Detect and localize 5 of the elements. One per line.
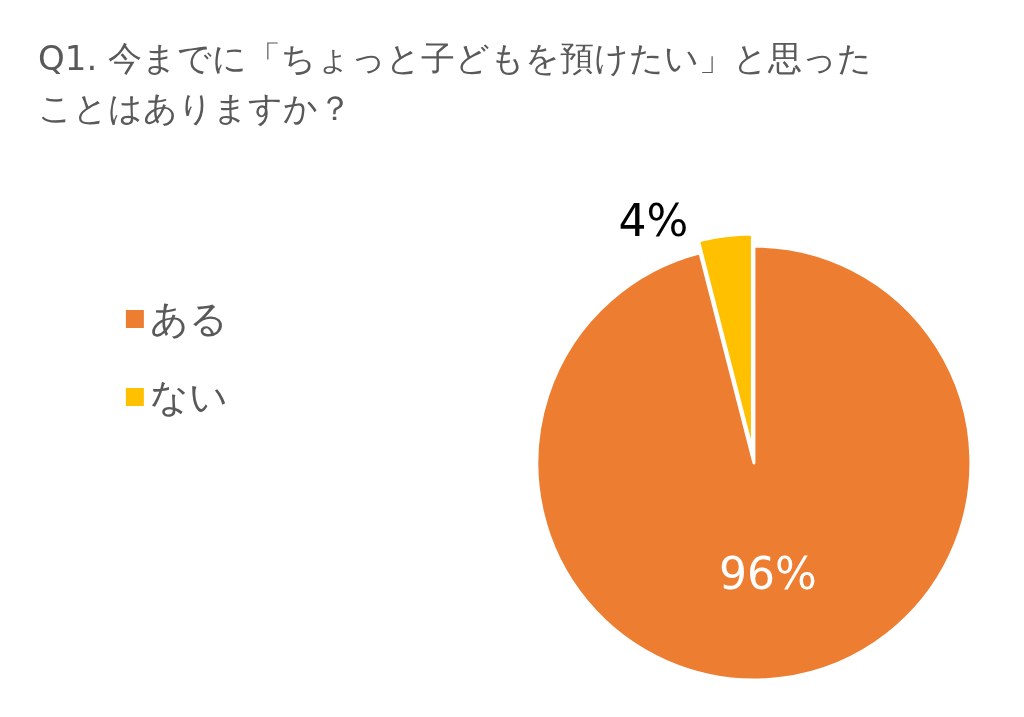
data-label: 4% [618,195,689,247]
data-label: 96% [719,548,817,600]
legend-label: ある [149,297,228,341]
legend-label: ない [149,375,228,419]
chart-title: Q1. 今までに「ちょっと子どもを預けたい」と思ったことはありますか？ [38,38,873,128]
